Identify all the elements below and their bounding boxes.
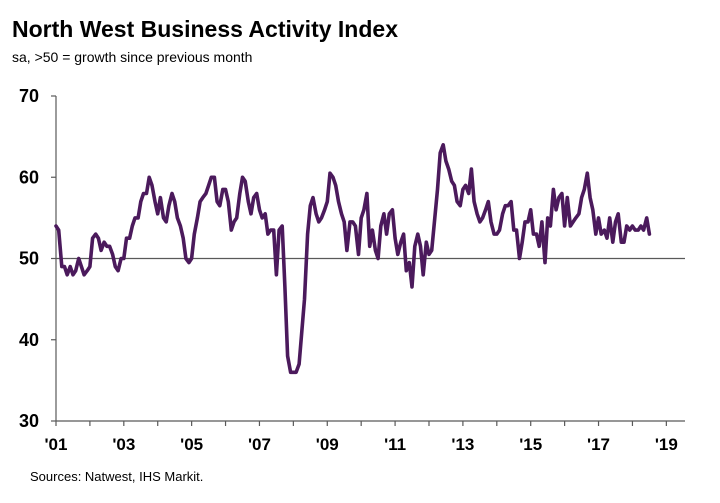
series-line-business-activity bbox=[54, 143, 652, 375]
chart-subtitle: sa, >50 = growth since previous month bbox=[12, 49, 253, 65]
x-tick-label: '15 bbox=[519, 435, 542, 454]
y-tick-label: 30 bbox=[19, 411, 39, 431]
x-tick-label: '19 bbox=[655, 435, 678, 454]
x-tick-label: '13 bbox=[451, 435, 474, 454]
chart-title: North West Business Activity Index bbox=[12, 16, 398, 42]
x-tick-label: '11 bbox=[384, 435, 406, 454]
x-tick-label: '07 bbox=[248, 435, 271, 454]
x-tick-label: '01 bbox=[45, 435, 68, 454]
y-tick-label: 60 bbox=[19, 167, 39, 187]
x-tick-label: '17 bbox=[587, 435, 610, 454]
x-tick-label: '05 bbox=[180, 435, 203, 454]
x-tick-label: '09 bbox=[316, 435, 339, 454]
x-tick-label: '03 bbox=[112, 435, 135, 454]
y-tick-label: 40 bbox=[19, 330, 39, 350]
y-tick-label: 70 bbox=[19, 86, 39, 106]
y-tick-label: 50 bbox=[19, 249, 39, 269]
source-note: Sources: Natwest, IHS Markit. bbox=[30, 469, 204, 484]
